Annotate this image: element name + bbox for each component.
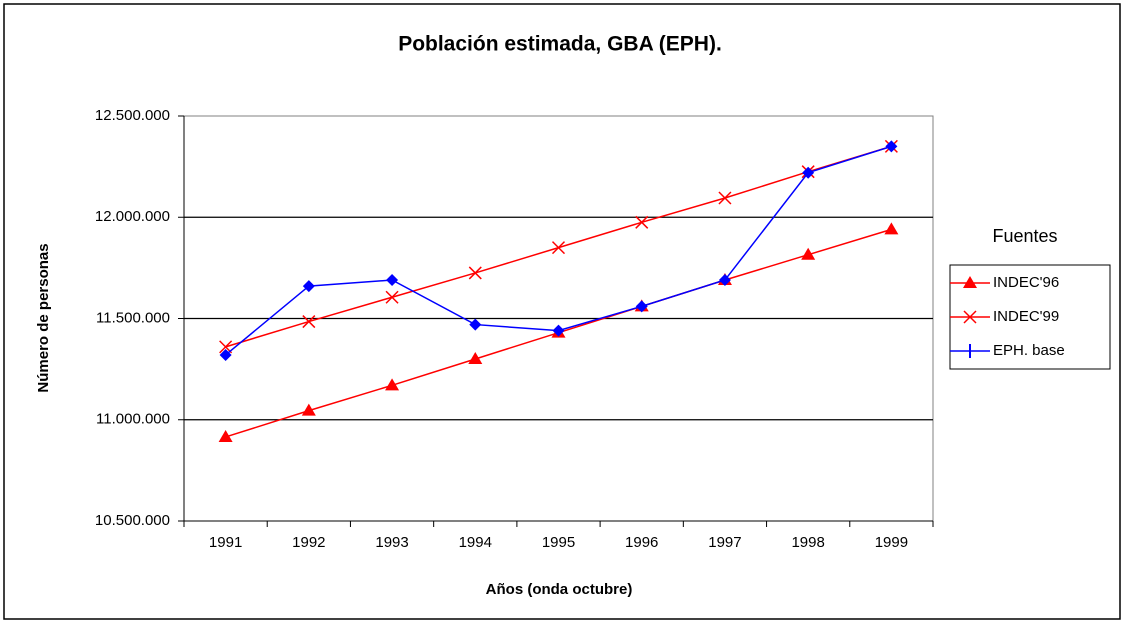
marker [718, 191, 732, 205]
legend-title: Fuentes [992, 226, 1057, 246]
marker [884, 222, 899, 235]
marker [218, 429, 233, 442]
marker [635, 300, 648, 313]
marker [802, 166, 815, 179]
x-axis-label: Años (onda octubre) [486, 581, 633, 598]
x-tick-label: 1998 [791, 534, 824, 551]
y-tick-label: 11.500.000 [96, 309, 170, 326]
legend-label: INDEC'96 [993, 274, 1059, 291]
marker [302, 280, 315, 293]
chart-title: Población estimada, GBA (EPH). [398, 33, 722, 56]
x-tick-label: 1997 [708, 534, 741, 551]
marker [635, 215, 649, 229]
marker [885, 140, 898, 153]
marker [718, 274, 731, 287]
marker [468, 266, 482, 280]
x-tick-label: 1995 [542, 534, 575, 551]
marker [385, 378, 400, 391]
marker [963, 276, 977, 288]
x-tick-label: 1994 [459, 534, 492, 551]
marker [302, 315, 316, 329]
x-tick-label: 1992 [292, 534, 325, 551]
marker [385, 290, 399, 304]
marker [551, 241, 566, 255]
x-tick-label: 1999 [875, 534, 908, 551]
marker [468, 352, 483, 364]
x-tick-label: 1993 [375, 534, 408, 551]
marker [552, 324, 565, 337]
legend-label: EPH. base [993, 342, 1065, 359]
legend-label: INDEC'99 [993, 308, 1059, 325]
y-tick-label: 11.000.000 [96, 411, 170, 428]
marker [801, 247, 816, 260]
y-tick-label: 10.500.000 [95, 512, 170, 529]
marker [963, 310, 977, 324]
x-tick-label: 1991 [209, 534, 242, 551]
y-tick-label: 12.500.000 [95, 107, 170, 124]
marker [219, 348, 232, 361]
x-tick-label: 1996 [625, 534, 658, 551]
marker [386, 274, 399, 287]
marker [301, 403, 316, 416]
marker [469, 318, 482, 331]
y-axis-label: Número de personas [35, 243, 52, 392]
y-tick-label: 12.000.000 [95, 208, 170, 225]
